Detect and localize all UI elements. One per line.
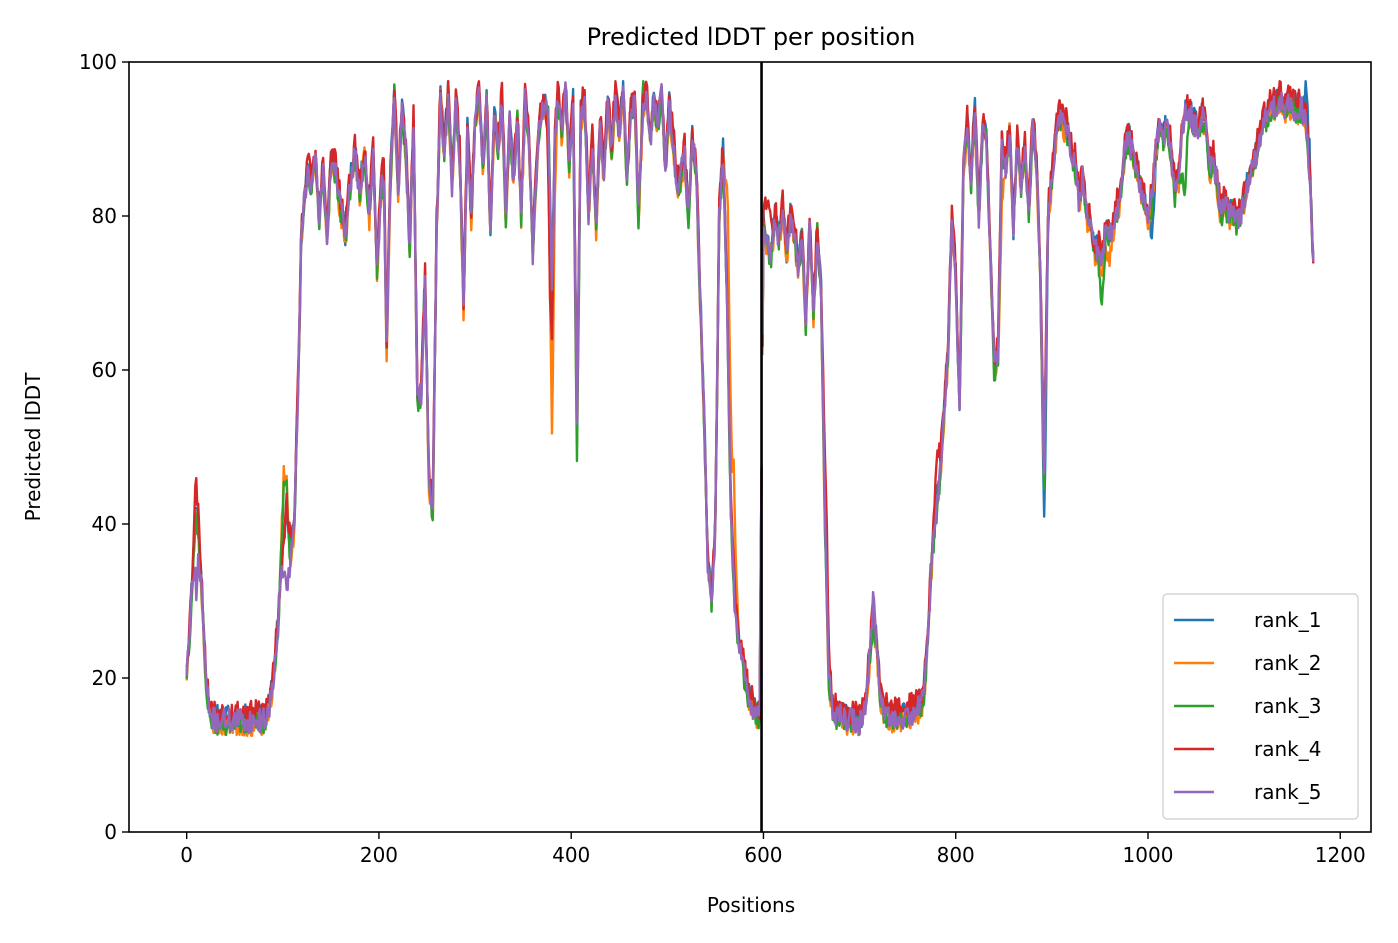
y-tick-label: 60 xyxy=(92,358,117,382)
x-tick-label: 400 xyxy=(552,843,590,867)
axes-frame xyxy=(128,61,1372,833)
y-tick-label: 20 xyxy=(92,666,117,690)
legend-label-rank-5: rank_5 xyxy=(1254,780,1321,804)
x-axis-label: Positions xyxy=(707,893,795,917)
legend: rank_1 rank_2 rank_3 rank_4 rank_5 xyxy=(1162,593,1359,820)
series-line-rank-5 xyxy=(185,81,1315,736)
y-tick-label: 100 xyxy=(79,50,117,74)
y-axis-label: Predicted lDDT xyxy=(21,372,45,522)
legend-label-rank-1: rank_1 xyxy=(1254,608,1321,632)
y-tick-label: 40 xyxy=(92,512,117,536)
legend-label-rank-2: rank_2 xyxy=(1254,651,1321,675)
x-tick-label: 800 xyxy=(937,843,975,867)
x-tick-label: 1200 xyxy=(1315,843,1366,867)
legend-label-rank-4: rank_4 xyxy=(1254,737,1321,761)
x-tick-label: 0 xyxy=(180,843,193,867)
x-tick-label: 600 xyxy=(744,843,782,867)
legend-box xyxy=(1162,593,1359,820)
y-tick-label: 80 xyxy=(92,204,117,228)
x-tick-label: 200 xyxy=(360,843,398,867)
x-tick-label: 1000 xyxy=(1123,843,1174,867)
legend-label-rank-3: rank_3 xyxy=(1254,694,1321,718)
axis-ticks: 0 200 400 600 800 1000 1200 0 20 40 60 80 100 xyxy=(79,50,1366,867)
chart-title: Predicted lDDT per position xyxy=(587,23,916,51)
plot-area xyxy=(185,62,1315,832)
y-tick-label: 0 xyxy=(104,820,117,844)
